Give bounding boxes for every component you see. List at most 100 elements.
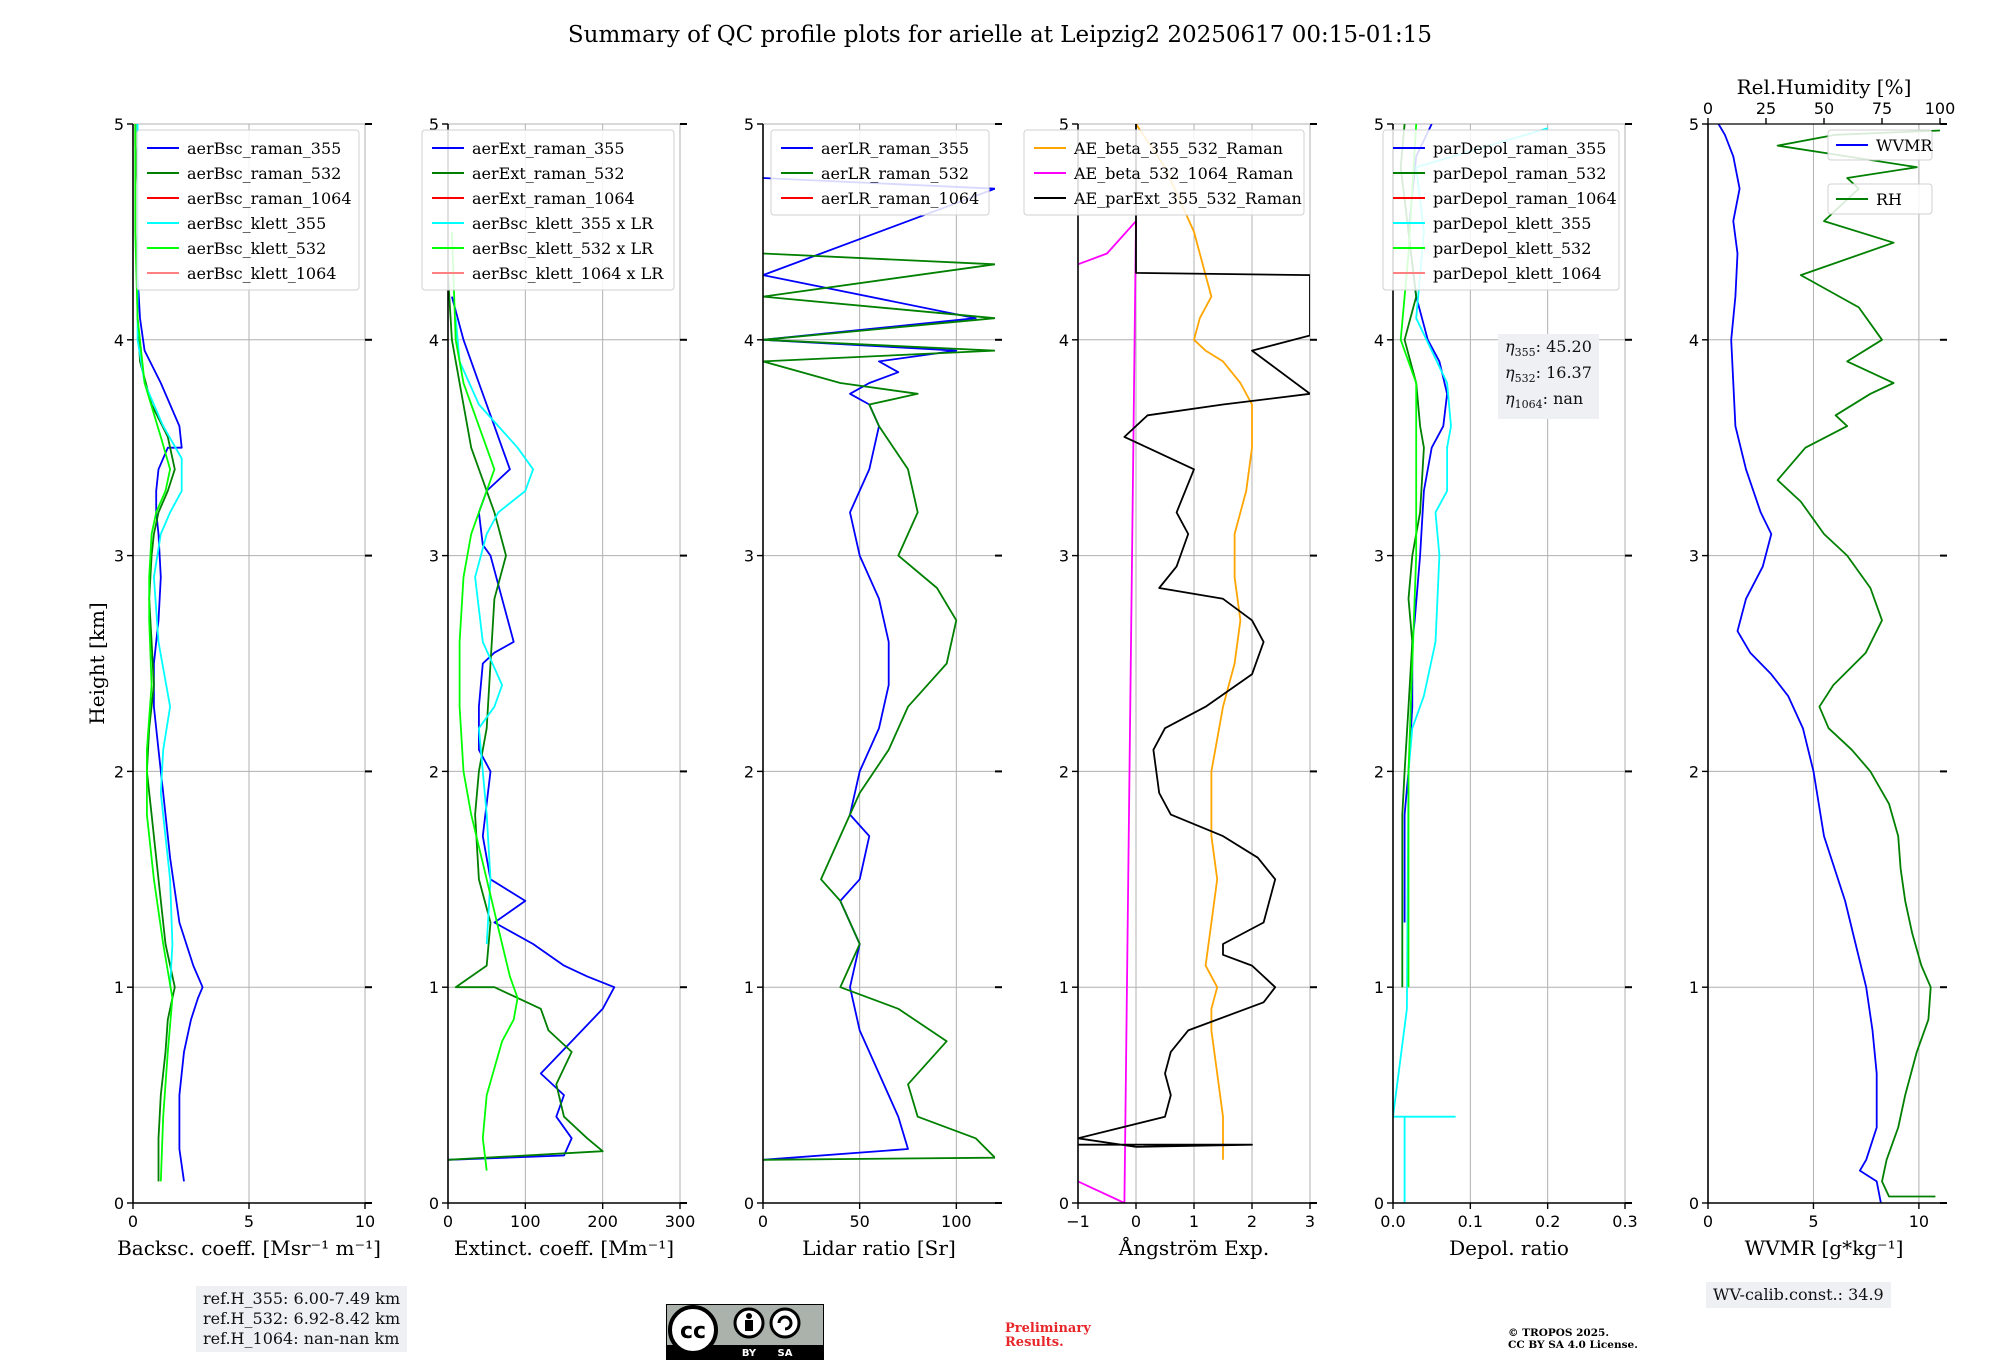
legend-box <box>1023 129 1305 216</box>
y-tick-label: 2 <box>1374 762 1384 781</box>
series-line-angstrom-1 <box>1078 220 1137 1203</box>
y-tick-label: 3 <box>1374 547 1384 566</box>
legend-label: aerBsc_raman_532 <box>187 164 341 183</box>
x-tick-label: 5 <box>244 1212 254 1231</box>
x-tick-label: 2 <box>1247 1212 1257 1231</box>
x-tick-label: 0.3 <box>1612 1212 1637 1231</box>
y-tick-label: 4 <box>114 331 124 350</box>
legend-label: aerBsc_klett_355 x LR <box>472 214 654 233</box>
eta-532-value: 16.37 <box>1546 363 1592 383</box>
y-tick-label: 5 <box>114 115 124 134</box>
y-tick-label: 2 <box>114 762 124 781</box>
preliminary-line-2: Results. <box>1005 1335 1064 1350</box>
series-line-extinction-3 <box>454 318 534 945</box>
legend-depolarization: parDepol_raman_355 parDepol_raman_532 parD… <box>1382 129 1620 291</box>
x-tick-label: 1 <box>1189 1212 1199 1231</box>
y-tick-label: 0 <box>114 1194 124 1213</box>
panel-lidar_ratio: 0 50 100 0 1 2 3 4 5 Lidar ratio [Sr] aerLR_raman_… <box>744 115 1002 1260</box>
legend-label: aerBsc_raman_1064 <box>187 189 352 208</box>
legend-label: parDepol_klett_355 <box>1433 214 1591 233</box>
series-line-extinction-0 <box>448 296 616 1161</box>
legend-label: parDepol_klett_532 <box>1433 239 1591 258</box>
y-tick-label: 2 <box>744 762 754 781</box>
eta-355-value: 45.20 <box>1546 337 1592 356</box>
x-tick-label: 0.1 <box>1458 1212 1483 1231</box>
legend-label: parDepol_klett_1064 <box>1433 264 1602 283</box>
series-line-lidar_ratio-1 <box>763 252 995 1161</box>
grid-lidar_ratio <box>762 123 995 1204</box>
y-tick-label: 3 <box>114 547 124 566</box>
series-line-backscatter-1 <box>134 124 176 1182</box>
y-tick-label: 4 <box>744 331 754 350</box>
x-axis-label: Backsc. coeff. [Msr⁻¹ m⁻¹] <box>117 1236 381 1260</box>
eta-532-row: η532: 16.37 <box>1505 363 1592 386</box>
x-tick-label: 0 <box>128 1212 138 1231</box>
eta-1064-value: nan <box>1553 389 1584 409</box>
grid-angstrom <box>1077 123 1311 1204</box>
series-group-backscatter <box>134 124 204 1182</box>
eta-355-row: η355: 45.20 <box>1505 337 1592 360</box>
legend-label: WVMR <box>1876 136 1933 155</box>
x-axis-label: Ångström Exp. <box>1118 1235 1269 1260</box>
y-tick-label: 1 <box>429 978 439 997</box>
legend-label: aerBsc_klett_1064 <box>187 264 336 283</box>
legend-extinction: aerExt_raman_355 aerExt_raman_532 aerExt_r… <box>421 129 675 291</box>
ref-height-1064: ref.H_1064: nan-nan km <box>203 1329 400 1348</box>
top-tick-label: 100 <box>1925 99 1956 118</box>
legend-label: AE_parExt_355_532_Raman <box>1073 189 1302 208</box>
grid-water_vapor <box>1707 123 1940 1204</box>
y-tick-label: 3 <box>1059 547 1069 566</box>
legend-box <box>1827 183 1933 215</box>
y-tick-label: 5 <box>429 115 439 134</box>
series-line-backscatter-0 <box>136 124 204 1182</box>
legend-box <box>1827 129 1933 161</box>
legend-label: aerExt_raman_355 <box>472 139 625 158</box>
y-tick-label: 4 <box>1059 331 1069 350</box>
copyright-note: © TROPOS 2025. CC BY SA 4.0 License. <box>1508 1327 1638 1351</box>
copyright-line-1: © TROPOS 2025. <box>1508 1327 1610 1339</box>
series-line-water_vapor-0 <box>1717 124 1882 1203</box>
series-line-extinction-1 <box>448 275 604 1161</box>
top-tick-label: 0 <box>1703 99 1713 118</box>
preliminary-line-1: Preliminary <box>1005 1321 1091 1336</box>
legend-label: parDepol_raman_532 <box>1433 164 1606 183</box>
legend-label: parDepol_raman_1064 <box>1433 189 1617 208</box>
legend-label: aerLR_raman_532 <box>821 164 969 183</box>
legend-label: aerExt_raman_1064 <box>472 189 635 208</box>
x-tick-label: 0 <box>758 1212 768 1231</box>
y-tick-label: 0 <box>744 1194 754 1213</box>
x-tick-label: 0 <box>443 1212 453 1231</box>
x-axis-label: WVMR [g*kg⁻¹] <box>1745 1236 1904 1260</box>
figure-suptitle: Summary of QC profile plots for arielle … <box>567 22 1433 48</box>
top-tick-label: 25 <box>1756 99 1776 118</box>
y-tick-label: 1 <box>744 978 754 997</box>
legend-box <box>1382 129 1620 291</box>
x-tick-label: 0.2 <box>1535 1212 1560 1231</box>
x-axis-label: Depol. ratio <box>1449 1236 1569 1260</box>
y-tick-label: 5 <box>744 115 754 134</box>
legend-label: parDepol_raman_355 <box>1433 139 1606 158</box>
y-tick-label: 0 <box>1689 1194 1699 1213</box>
y-tick-label: 0 <box>429 1194 439 1213</box>
y-tick-label: 1 <box>114 978 124 997</box>
copyright-line-2: CC BY SA 4.0 License. <box>1508 1339 1638 1351</box>
series-line-angstrom-0 <box>1135 124 1253 1160</box>
legend-water_vapor-0: WVMR <box>1827 129 1933 161</box>
legend-label: RH <box>1876 190 1902 209</box>
x-tick-label: 10 <box>1909 1212 1929 1231</box>
eta-calibration-box: η355: 45.20 η532: 16.37 η1064: nan <box>1498 334 1599 419</box>
legend-label: aerBsc_klett_532 x LR <box>472 239 654 258</box>
panel-backscatter: 0 5 10 0 1 2 3 4 5 Backsc. coeff. [Msr⁻¹ m⁻¹] Heig… <box>85 115 381 1260</box>
y-tick-label: 5 <box>1059 115 1069 134</box>
cc-by-sa-license-icon: cc BY SA <box>666 1304 824 1360</box>
x-tick-label: 0 <box>1131 1212 1141 1231</box>
series-line-angstrom-2 <box>1078 124 1310 1148</box>
x-tick-label: 100 <box>941 1212 972 1231</box>
x-tick-label: 5 <box>1808 1212 1818 1231</box>
series-line-water_vapor-1 <box>1776 129 1940 1198</box>
x-axis-label: Lidar ratio [Sr] <box>802 1236 956 1260</box>
